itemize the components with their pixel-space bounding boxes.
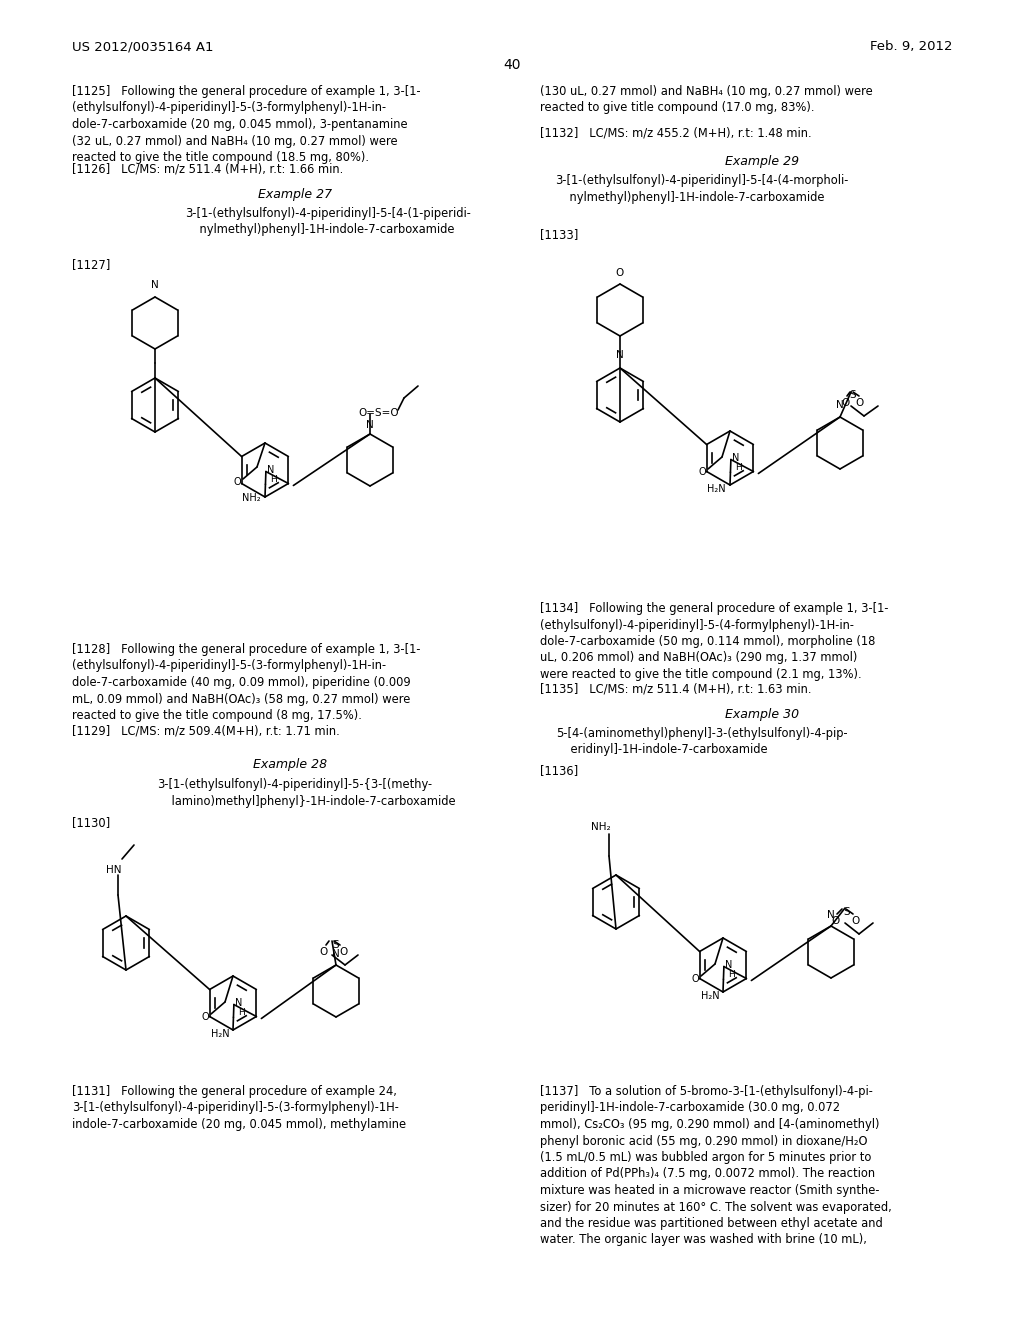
Text: HN: HN (106, 865, 122, 875)
Text: H: H (238, 1007, 245, 1016)
Text: [1127]: [1127] (72, 257, 111, 271)
Text: [1128]   Following the general procedure of example 1, 3-[1-
(ethylsulfonyl)-4-p: [1128] Following the general procedure o… (72, 643, 421, 722)
Text: N: N (732, 453, 739, 462)
Text: H₂N: H₂N (211, 1030, 229, 1039)
Text: [1126]   LC/MS: m/z 511.4 (M+H), r.t: 1.66 min.: [1126] LC/MS: m/z 511.4 (M+H), r.t: 1.66… (72, 162, 343, 176)
Text: Example 30: Example 30 (725, 708, 799, 721)
Text: [1134]   Following the general procedure of example 1, 3-[1-
(ethylsulfonyl)-4-p: [1134] Following the general procedure o… (540, 602, 889, 681)
Text: [1129]   LC/MS: m/z 509.4(M+H), r.t: 1.71 min.: [1129] LC/MS: m/z 509.4(M+H), r.t: 1.71 … (72, 723, 340, 737)
Text: [1133]: [1133] (540, 228, 579, 242)
Text: O: O (698, 467, 706, 477)
Text: Example 28: Example 28 (253, 758, 327, 771)
Text: Example 27: Example 27 (258, 187, 332, 201)
Text: [1136]: [1136] (540, 764, 579, 777)
Text: N: N (725, 960, 732, 970)
Text: 3-[1-(ethylsulfonyl)-4-piperidinyl]-5-{3-[(methy-
    lamino)methyl]phenyl}-1H-i: 3-[1-(ethylsulfonyl)-4-piperidinyl]-5-{3… (157, 777, 456, 808)
Text: NH₂: NH₂ (591, 822, 610, 832)
Text: (130 uL, 0.27 mmol) and NaBH₄ (10 mg, 0.27 mmol) were
reacted to give title comp: (130 uL, 0.27 mmol) and NaBH₄ (10 mg, 0.… (540, 84, 872, 115)
Text: O=S=O: O=S=O (358, 408, 398, 418)
Text: O: O (830, 916, 839, 927)
Text: [1125]   Following the general procedure of example 1, 3-[1-
(ethylsulfonyl)-4-p: [1125] Following the general procedure o… (72, 84, 421, 164)
Text: O: O (202, 1012, 209, 1022)
Text: US 2012/0035164 A1: US 2012/0035164 A1 (72, 40, 213, 53)
Text: O: O (842, 399, 850, 408)
Text: S: S (843, 907, 850, 917)
Text: N: N (367, 420, 374, 430)
Text: H: H (270, 475, 276, 483)
Text: 3-[1-(ethylsulfonyl)-4-piperidinyl]-5-[4-(1-piperidi-
    nylmethyl)phenyl]-1H-i: 3-[1-(ethylsulfonyl)-4-piperidinyl]-5-[4… (185, 207, 471, 236)
Text: Example 29: Example 29 (725, 154, 799, 168)
Text: H₂N: H₂N (707, 484, 725, 494)
Text: S: S (849, 389, 856, 400)
Text: 3-[1-(ethylsulfonyl)-4-piperidinyl]-5-[4-(4-morpholi-
    nylmethyl)phenyl]-1H-i: 3-[1-(ethylsulfonyl)-4-piperidinyl]-5-[4… (555, 174, 848, 203)
Text: S: S (332, 940, 339, 950)
Text: O: O (340, 946, 348, 957)
Text: [1130]: [1130] (72, 816, 111, 829)
Text: N: N (827, 909, 835, 920)
Text: O: O (319, 946, 328, 957)
Text: NH₂: NH₂ (242, 492, 260, 503)
Text: O: O (691, 974, 699, 983)
Text: O: O (856, 399, 864, 408)
Text: N: N (837, 400, 844, 411)
Text: H: H (735, 462, 741, 471)
Text: N: N (267, 465, 274, 475)
Text: O: O (615, 268, 624, 279)
Text: [1132]   LC/MS: m/z 455.2 (M+H), r.t: 1.48 min.: [1132] LC/MS: m/z 455.2 (M+H), r.t: 1.48… (540, 127, 812, 140)
Text: [1131]   Following the general procedure of example 24,
3-[1-(ethylsulfonyl)-4-p: [1131] Following the general procedure o… (72, 1085, 407, 1131)
Text: N: N (234, 998, 243, 1007)
Text: N: N (616, 350, 624, 360)
Text: H₂N: H₂N (700, 991, 719, 1001)
Text: O: O (233, 477, 241, 487)
Text: O: O (851, 916, 859, 927)
Text: 5-[4-(aminomethyl)phenyl]-3-(ethylsulfonyl)-4-pip-
    eridinyl]-1H-indole-7-car: 5-[4-(aminomethyl)phenyl]-3-(ethylsulfon… (556, 727, 848, 756)
Text: H: H (728, 970, 734, 978)
Text: [1137]   To a solution of 5-bromo-3-[1-(ethylsulfonyl)-4-pi-
peridinyl]-1H-indol: [1137] To a solution of 5-bromo-3-[1-(et… (540, 1085, 892, 1246)
Text: N: N (152, 280, 159, 290)
Text: 40: 40 (503, 58, 521, 73)
Text: N: N (332, 949, 340, 960)
Text: Feb. 9, 2012: Feb. 9, 2012 (869, 40, 952, 53)
Text: [1135]   LC/MS: m/z 511.4 (M+H), r.t: 1.63 min.: [1135] LC/MS: m/z 511.4 (M+H), r.t: 1.63… (540, 682, 811, 696)
